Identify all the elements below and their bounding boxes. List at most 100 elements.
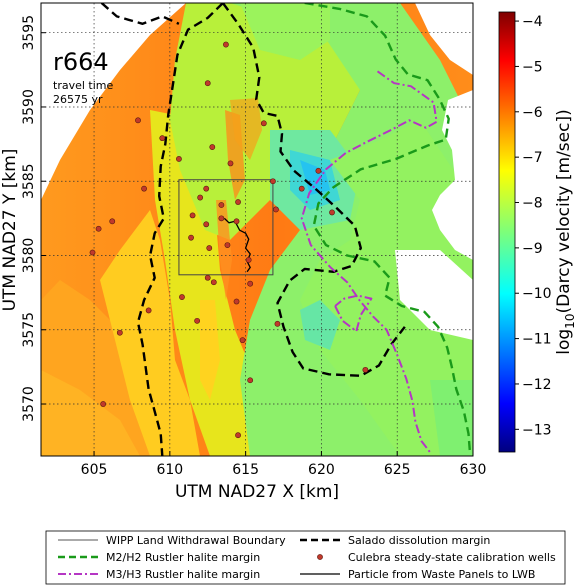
- salado-margin-line: [136, 3, 224, 456]
- calibration-well: [315, 167, 322, 174]
- colorbar-tick-label: −9: [522, 241, 543, 257]
- legend-entry-particle: Particle from Waste Panels to LWB: [300, 568, 535, 581]
- calibration-well: [206, 245, 213, 251]
- salado-margin-line: [221, 3, 406, 377]
- legend-swatch-wells: [317, 554, 323, 560]
- x-tick-label: 610: [156, 462, 183, 478]
- y-tick-label: 3570: [21, 386, 37, 422]
- calibration-well: [223, 41, 229, 48]
- x-tick-label: 605: [81, 462, 108, 478]
- calibration-well: [204, 274, 211, 281]
- run-label: r664: [53, 48, 109, 76]
- calibration-well: [145, 307, 152, 314]
- calibration-well: [298, 185, 305, 192]
- colorbar-tick-label: −10: [522, 286, 552, 302]
- legend-entry-wells: Culebra steady-state calibration wells: [317, 551, 556, 564]
- m3h3-margin-line: [300, 70, 438, 454]
- plot-frame: [40, 2, 474, 457]
- x-axis-label: UTM NAD27 X [km]: [175, 482, 339, 502]
- calibration-well: [270, 178, 276, 185]
- calibration-well: [135, 117, 141, 124]
- colorbar-label-log: log: [554, 329, 574, 355]
- m3h3-margin-line: [334, 294, 373, 333]
- calibration-well: [224, 242, 231, 248]
- y-tick-label: 3575: [21, 312, 37, 348]
- calibration-well: [176, 156, 182, 162]
- calibration-well: [218, 202, 225, 208]
- x-tick-label: 630: [460, 462, 487, 478]
- travel-time-value: 26575 yr: [53, 93, 103, 106]
- calibration-well: [235, 199, 241, 205]
- wipp-boundary-rect: [178, 179, 274, 276]
- y-tick-label: 3595: [21, 15, 37, 51]
- x-ticks: 605 610 615 620 625 630: [81, 451, 487, 478]
- m2h2-margin-line: [304, 3, 472, 454]
- legend-entry-m3h3: M3/H3 Rustler halite margin: [58, 568, 260, 581]
- x-tick-label: 620: [308, 462, 335, 478]
- colorbar-tick-label: −12: [522, 377, 552, 393]
- calibration-well: [227, 160, 234, 167]
- calibration-well: [116, 329, 123, 336]
- calibration-well: [189, 212, 196, 219]
- colorbar-ticks: −4 −5 −6 −7 −8 −9 −10 −11 −12 −13: [515, 14, 552, 438]
- salado-margin-line: [100, 3, 180, 25]
- m3h3-margin: [300, 70, 438, 454]
- legend-entry-m2h2: M2/H2 Rustler halite margin: [58, 551, 260, 564]
- colorbar-tick-label: −5: [522, 59, 543, 75]
- y-tick-label: 3580: [21, 238, 37, 274]
- colorbar-label: log10(Darcy velocity [m/sec]): [554, 109, 577, 354]
- calibration-well: [204, 80, 211, 87]
- y-ticks: 3570 3575 3580 3585 3590 3595: [21, 15, 46, 422]
- calibration-well: [273, 206, 279, 213]
- legend-label-m2h2: M2/H2 Rustler halite margin: [106, 551, 260, 564]
- calibration-well: [194, 317, 201, 324]
- colorbar-tick-label: −4: [522, 14, 543, 30]
- calibration-well: [179, 294, 185, 300]
- legend-label-wipp: WIPP Land Withdrawal Boundary: [106, 534, 286, 547]
- calibration-well: [100, 401, 107, 407]
- legend-entry-salado: Salado dissolution margin: [300, 534, 490, 547]
- calibration-well: [245, 257, 252, 263]
- particle-path: [223, 217, 251, 273]
- legend-label-salado: Salado dissolution margin: [348, 534, 490, 547]
- colorbar-tick-label: −13: [522, 422, 552, 438]
- calibration-well: [95, 225, 102, 232]
- legend-label-particle: Particle from Waste Panels to LWB: [348, 568, 535, 581]
- calibration-well: [235, 432, 241, 439]
- calibration-well: [247, 280, 254, 287]
- calibration-well: [109, 218, 116, 225]
- legend-label-m3h3: M3/H3 Rustler halite margin: [106, 568, 260, 581]
- calibration-well: [233, 298, 240, 305]
- colorbar-tick-label: −11: [522, 332, 552, 348]
- calibration-well: [141, 185, 147, 192]
- wipp-boundary: [178, 179, 274, 276]
- x-tick-label: 625: [384, 462, 411, 478]
- calibration-well: [260, 120, 267, 127]
- colorbar-tick-label: −8: [522, 196, 543, 212]
- calibration-well: [239, 337, 246, 344]
- calibration-well: [209, 144, 216, 150]
- calibration-well: [197, 194, 204, 201]
- travel-time-label: travel time: [53, 79, 113, 92]
- calibration-well: [89, 249, 96, 256]
- calibration-well: [210, 279, 217, 286]
- calibration-well: [274, 320, 281, 327]
- particle-line: [223, 217, 251, 273]
- y-tick-label: 3585: [21, 163, 37, 199]
- calibration-well: [218, 215, 225, 222]
- calibration-well: [362, 366, 369, 373]
- calibration-well: [247, 377, 254, 384]
- colorbar-label-sub: 10: [563, 314, 577, 329]
- legend-entry-wipp: WIPP Land Withdrawal Boundary: [58, 534, 286, 547]
- colorbar-tick-label: −6: [522, 105, 543, 121]
- colorbar-tick-label: −7: [522, 150, 543, 166]
- colorbar-label-rest: (Darcy velocity [m/sec]): [554, 109, 574, 313]
- y-axis-label: UTM NAD27 Y [km]: [0, 149, 20, 312]
- y-tick-label: 3590: [21, 89, 37, 125]
- calibration-well: [159, 135, 166, 142]
- salado-margin: [100, 3, 406, 456]
- calibration-well: [188, 234, 194, 241]
- m2h2-margin: [304, 3, 472, 454]
- x-tick-label: 615: [232, 462, 259, 478]
